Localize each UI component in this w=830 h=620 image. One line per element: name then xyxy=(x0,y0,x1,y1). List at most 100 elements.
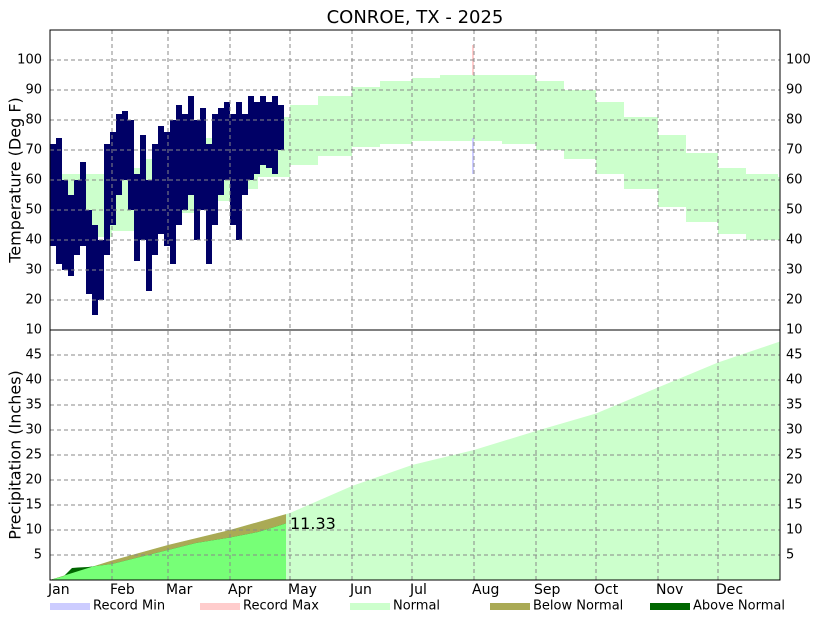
y-axis-title: Temperature (Deg F) xyxy=(6,97,25,264)
range-bar xyxy=(658,135,686,207)
y2-tick-label: 50 xyxy=(786,203,803,218)
range-bar xyxy=(746,174,778,240)
x-tick-label: Mar xyxy=(166,582,193,598)
range-bar xyxy=(68,195,74,276)
y-tick-label: 40 xyxy=(25,233,42,248)
range-bar xyxy=(212,114,218,225)
range-bar xyxy=(86,210,92,294)
range-bar xyxy=(352,87,380,147)
range-bar xyxy=(164,132,170,246)
range-bar xyxy=(122,111,128,180)
legend-label: Normal xyxy=(393,599,440,614)
legend-swatch xyxy=(490,603,530,610)
range-bar xyxy=(188,96,194,195)
x-tick-label: Dec xyxy=(716,582,743,598)
x-tick-label: Apr xyxy=(228,582,252,598)
legend-swatch xyxy=(50,603,90,610)
range-bar xyxy=(146,180,152,291)
y-tick-label: 50 xyxy=(25,203,42,218)
legend-swatch xyxy=(650,603,690,610)
range-bar xyxy=(230,114,236,225)
x-tick-label: Nov xyxy=(656,582,683,598)
y-tick-label: 20 xyxy=(25,473,42,488)
range-bar xyxy=(266,102,272,168)
y-tick-label: 10 xyxy=(25,323,42,338)
range-bar xyxy=(596,102,624,174)
range-bar xyxy=(104,144,110,255)
range-bar xyxy=(686,153,718,222)
y2-tick-label: 100 xyxy=(786,53,811,68)
y-tick-label: 60 xyxy=(25,173,42,188)
y2-tick-label: 40 xyxy=(786,373,803,388)
x-tick-label: Aug xyxy=(472,582,499,598)
legend-label: Record Min xyxy=(93,599,165,614)
legend-label: Above Normal xyxy=(693,599,785,614)
y-tick-label: 90 xyxy=(25,83,42,98)
y2-tick-label: 10 xyxy=(786,523,803,538)
range-bar xyxy=(182,114,188,210)
range-bar xyxy=(242,114,248,195)
range-bar xyxy=(236,102,242,240)
y-tick-label: 15 xyxy=(25,498,42,513)
range-bar xyxy=(624,117,658,189)
range-bar xyxy=(412,78,440,141)
range-bar xyxy=(50,144,56,246)
grid-layer xyxy=(49,30,780,580)
y2-tick-label: 5 xyxy=(786,548,794,563)
range-bar xyxy=(176,105,182,225)
legend-label: Below Normal xyxy=(533,599,623,614)
range-bar xyxy=(502,75,536,144)
range-bar xyxy=(56,138,62,264)
range-bar xyxy=(718,168,746,234)
y-tick-label: 25 xyxy=(25,448,42,463)
x-tick-label: Jan xyxy=(47,582,70,598)
legend-swatch xyxy=(350,603,390,610)
range-bar xyxy=(206,144,212,264)
y-tick-label: 5 xyxy=(34,548,42,563)
y2-tick-label: 30 xyxy=(786,263,803,278)
y2-tick-label: 90 xyxy=(786,83,803,98)
y-tick-label: 100 xyxy=(17,53,42,68)
range-bar xyxy=(474,75,502,141)
range-bar xyxy=(200,108,206,210)
range-bar xyxy=(260,96,266,165)
text-layer: 10 10 20 20 30 30 40 40 50 50 60 60 70 70 80 80 90 90 100 1… xyxy=(6,53,811,614)
y2-tick-label: 10 xyxy=(786,323,803,338)
range-bar xyxy=(218,108,224,195)
range-bar xyxy=(278,105,284,150)
x-tick-label: Sep xyxy=(534,582,561,598)
x-tick-label: Feb xyxy=(110,582,135,598)
range-bar xyxy=(536,81,564,150)
range-bar xyxy=(380,81,412,144)
range-bar xyxy=(248,96,254,180)
range-bar xyxy=(110,132,116,225)
range-bar xyxy=(140,135,146,240)
range-bar xyxy=(152,144,158,255)
range-bar xyxy=(318,96,352,156)
y2-tick-label: 70 xyxy=(786,143,803,158)
y-tick-label: 80 xyxy=(25,113,42,128)
y-tick-label: 40 xyxy=(25,373,42,388)
range-bar xyxy=(272,96,278,174)
range-bar xyxy=(74,180,80,255)
x-tick-label: May xyxy=(288,582,317,598)
range-bar xyxy=(80,162,86,246)
y-tick-label: 35 xyxy=(25,398,42,413)
range-bar xyxy=(440,75,474,141)
y2-tick-label: 35 xyxy=(786,398,803,413)
y-tick-label: 20 xyxy=(25,293,42,308)
y2-tick-label: 20 xyxy=(786,473,803,488)
y2-tick-label: 80 xyxy=(786,113,803,128)
range-bar xyxy=(472,138,474,174)
y2-tick-label: 60 xyxy=(786,173,803,188)
chart-title: CONROE, TX - 2025 xyxy=(327,7,504,28)
normal-area xyxy=(50,341,780,580)
legend-label: Record Max xyxy=(243,599,319,614)
y2-tick-label: 20 xyxy=(786,293,803,308)
y2-tick-label: 45 xyxy=(786,348,803,363)
x-tick-label: Jun xyxy=(349,582,372,598)
y-tick-label: 70 xyxy=(25,143,42,158)
y-tick-label: 45 xyxy=(25,348,42,363)
y2-tick-label: 25 xyxy=(786,448,803,463)
